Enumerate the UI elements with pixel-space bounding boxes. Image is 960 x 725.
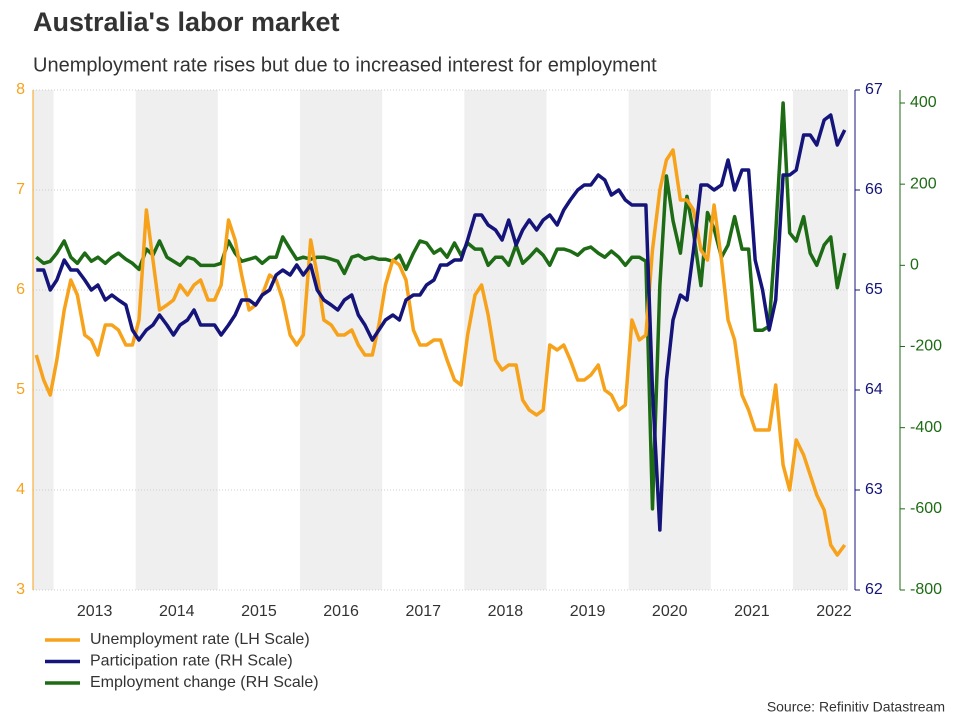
series-line <box>36 113 847 532</box>
year-band <box>792 90 848 590</box>
x-tick-label: 2020 <box>652 603 688 620</box>
y-tick-label: 8 <box>16 81 25 98</box>
y2-tick-label: 63 <box>865 481 883 498</box>
y-tick-label: 6 <box>16 281 25 298</box>
y3-tick-label: -600 <box>910 500 942 517</box>
chart-subtitle: Unemployment rate rises but due to incre… <box>33 54 657 76</box>
y-tick-label: 3 <box>16 581 25 598</box>
year-band <box>33 90 54 590</box>
x-tick-label: 2013 <box>77 603 113 620</box>
lines <box>34 101 847 557</box>
year-band <box>300 90 383 590</box>
y3-tick-label: 200 <box>910 175 937 192</box>
axes: 345678626364656667-800-600-400-200020040… <box>16 81 942 620</box>
x-tick-label: 2015 <box>241 603 277 620</box>
legend: Unemployment rate (LH Scale) Participatio… <box>45 631 319 691</box>
legend-label: Unemployment rate (LH Scale) <box>90 631 310 648</box>
source: Source: Refinitiv Datastream <box>767 699 945 715</box>
grid <box>33 89 848 591</box>
y-tick-label: 7 <box>16 181 25 198</box>
y2-tick-label: 67 <box>865 81 883 98</box>
series-line <box>34 148 847 557</box>
legend-label: Participation rate (RH Scale) <box>90 653 293 670</box>
bands <box>33 90 848 590</box>
y3-tick-label: -200 <box>910 338 942 355</box>
series-line <box>35 101 847 511</box>
y2-tick-label: 64 <box>865 381 883 398</box>
legend-label: Employment change (RH Scale) <box>90 674 319 691</box>
x-tick-label: 2017 <box>405 603 441 620</box>
x-tick-label: 2021 <box>734 603 770 620</box>
y-tick-label: 4 <box>16 481 25 498</box>
x-tick-label: 2016 <box>323 603 359 620</box>
chart-title: Australia's labor market <box>33 7 340 37</box>
y2-tick-label: 66 <box>865 181 883 198</box>
year-band <box>464 90 547 590</box>
y-tick-label: 5 <box>16 381 25 398</box>
x-tick-label: 2014 <box>159 603 195 620</box>
year-band <box>135 90 218 590</box>
x-tick-label: 2018 <box>488 603 524 620</box>
y2-tick-label: 62 <box>865 581 883 598</box>
x-tick-label: 2022 <box>816 603 852 620</box>
y2-tick-label: 65 <box>865 281 883 298</box>
y3-tick-label: 0 <box>910 257 919 274</box>
y3-tick-label: -400 <box>910 419 942 436</box>
y3-tick-label: 400 <box>910 94 937 111</box>
x-tick-label: 2019 <box>570 603 606 620</box>
y3-tick-label: -800 <box>910 581 942 598</box>
